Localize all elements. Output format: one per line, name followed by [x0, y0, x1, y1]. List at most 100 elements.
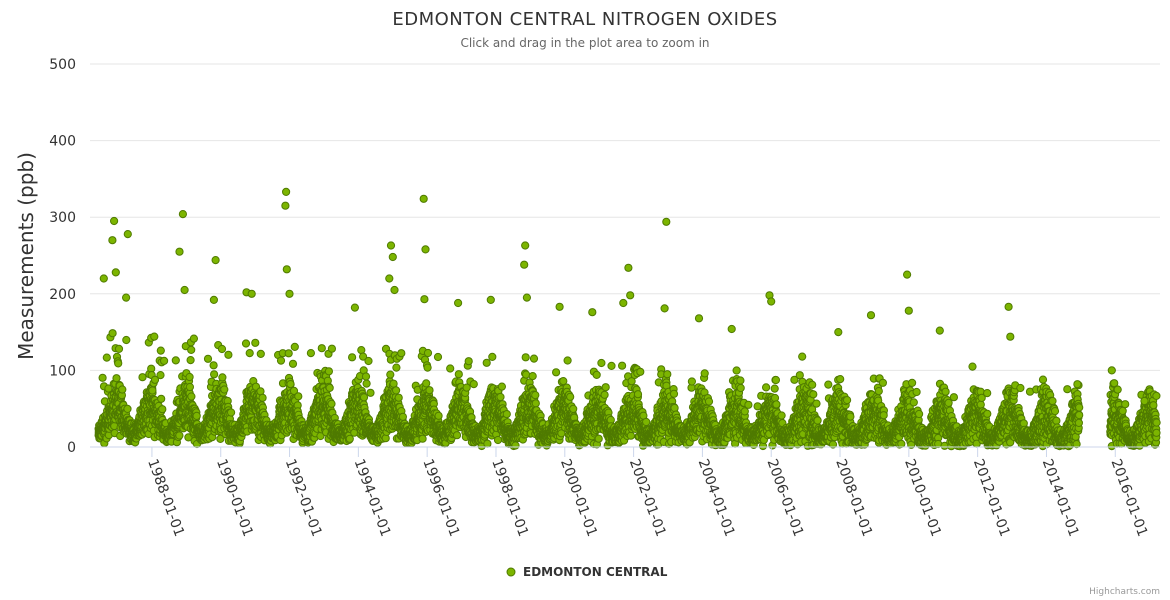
data-point [398, 412, 407, 421]
plot-area[interactable] [94, 187, 1161, 451]
data-point [389, 379, 398, 388]
data-point [157, 394, 166, 403]
data-point [156, 346, 165, 355]
data-point [241, 339, 251, 348]
data-point [511, 441, 520, 450]
data-point [626, 431, 636, 440]
data-point [251, 338, 260, 347]
data-point [210, 370, 219, 379]
data-point [203, 354, 213, 363]
data-point [192, 411, 201, 420]
data-point [209, 361, 218, 370]
data-point [158, 405, 167, 414]
data-point [361, 372, 371, 381]
data-point [569, 404, 578, 413]
data-point [418, 434, 427, 443]
data-point [294, 392, 303, 401]
data-point [422, 379, 431, 388]
data-point [186, 356, 195, 365]
data-point [362, 379, 371, 388]
data-point [175, 431, 184, 440]
data-point [284, 349, 293, 358]
data-point [423, 363, 432, 372]
data-point [348, 353, 357, 362]
data-point [521, 353, 530, 362]
data-point [327, 399, 336, 408]
data-point [150, 332, 159, 341]
data-point [434, 411, 443, 420]
y-axis-label: Measurements (ppb) [14, 152, 38, 360]
data-point [306, 349, 315, 358]
data-point [687, 377, 697, 386]
data-point [185, 382, 194, 392]
data-point [276, 356, 286, 365]
data-point [531, 399, 540, 408]
data-point [114, 344, 124, 353]
data-point [493, 435, 503, 445]
data-point [224, 350, 233, 359]
data-point [366, 388, 375, 397]
data-point [618, 361, 627, 370]
data-point [607, 361, 616, 370]
data-point [185, 372, 194, 382]
data-point [423, 348, 433, 358]
data-point [642, 417, 651, 427]
data-point [425, 386, 434, 395]
data-point [317, 344, 326, 353]
data-point [217, 344, 227, 354]
data-point [171, 356, 180, 365]
data-point [454, 370, 463, 379]
data-point [663, 370, 672, 379]
data-point [187, 345, 196, 354]
data-point [502, 410, 511, 419]
data-point [670, 403, 679, 413]
scatter-series [94, 187, 1161, 451]
data-point [138, 373, 147, 382]
y-tick-label: 500 [49, 57, 76, 73]
data-point [218, 373, 227, 382]
data-point [325, 383, 334, 392]
y-gridlines [90, 63, 1160, 371]
data-point [114, 359, 123, 368]
data-point [286, 380, 295, 389]
data-point [552, 368, 561, 377]
data-point [189, 334, 198, 343]
y-tick-label: 0 [67, 440, 76, 456]
chart-title: EDMONTON CENTRAL NITROGEN OXIDES [392, 9, 777, 30]
data-point [522, 370, 531, 379]
data-point [160, 356, 169, 365]
y-tick-label: 300 [49, 210, 76, 226]
data-point [433, 352, 443, 362]
data-point [392, 386, 401, 395]
data-point [187, 392, 196, 401]
data-point [104, 384, 113, 393]
data-point [482, 358, 491, 367]
chart-subtitle: Click and drag in the plot area to zoom … [460, 36, 709, 50]
y-tick-label: 100 [49, 363, 76, 379]
data-point [566, 392, 575, 401]
data-point [118, 385, 127, 394]
data-point [563, 356, 572, 365]
data-point [600, 390, 609, 399]
data-point [601, 383, 610, 392]
data-point [364, 356, 373, 366]
data-point [452, 431, 462, 440]
data-point [704, 397, 714, 406]
y-tick-label: 200 [49, 287, 76, 303]
data-point [592, 370, 601, 379]
data-point [288, 359, 298, 368]
data-point [483, 439, 492, 448]
y-tick-label: 400 [49, 134, 76, 150]
data-point [256, 349, 265, 358]
data-point [394, 393, 403, 402]
data-point [122, 335, 131, 345]
data-point [386, 370, 395, 379]
data-point [290, 342, 299, 351]
data-point [148, 386, 157, 395]
data-point [123, 404, 132, 413]
y-axis-ticks: 0 100 200 300 400 500 [49, 57, 76, 456]
data-point [497, 382, 506, 391]
data-point [496, 392, 505, 402]
data-point [633, 390, 643, 399]
